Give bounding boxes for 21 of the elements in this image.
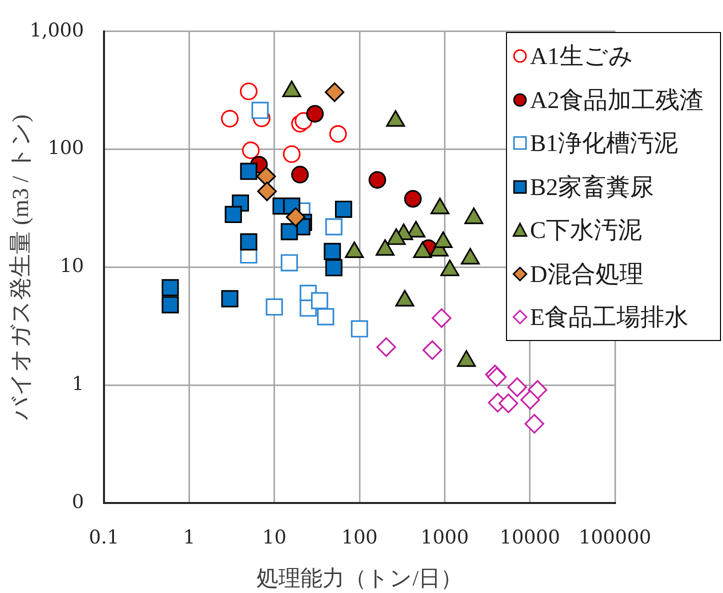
legend-label: A2食品加工残渣 — [530, 86, 704, 116]
y-tick-label: 1 — [72, 373, 84, 396]
y-tick-label: 10 — [60, 255, 84, 278]
x-tick-label: 0.1 — [88, 526, 120, 548]
legend-label: A1生ごみ — [530, 43, 634, 72]
y-axis-title: バイオガス発生量 (m3 / トン) — [8, 114, 33, 421]
legend-label: E食品工場排水 — [530, 304, 689, 334]
legend-label: B2家畜糞尿 — [530, 174, 654, 203]
x-tick-label: 100000 — [578, 526, 652, 548]
y-tick-label: 1,000 — [30, 19, 84, 42]
x-tick-label: 100 — [341, 526, 378, 548]
legend-label: D混合処理 — [530, 260, 644, 290]
y-tick-label: 100 — [48, 137, 84, 160]
legend-label: C下水汚泥 — [530, 217, 642, 246]
x-tick-label: 10 — [262, 526, 286, 548]
x-tick-label: 1000 — [420, 526, 469, 548]
legend-label: B1浄化槽汚泥 — [530, 130, 678, 160]
x-axis-title: 処理能力（トン/日） — [256, 566, 463, 591]
y-tick-label: 0 — [72, 490, 84, 513]
x-tick-label: 10000 — [500, 526, 560, 548]
x-tick-label: 1 — [183, 526, 196, 548]
